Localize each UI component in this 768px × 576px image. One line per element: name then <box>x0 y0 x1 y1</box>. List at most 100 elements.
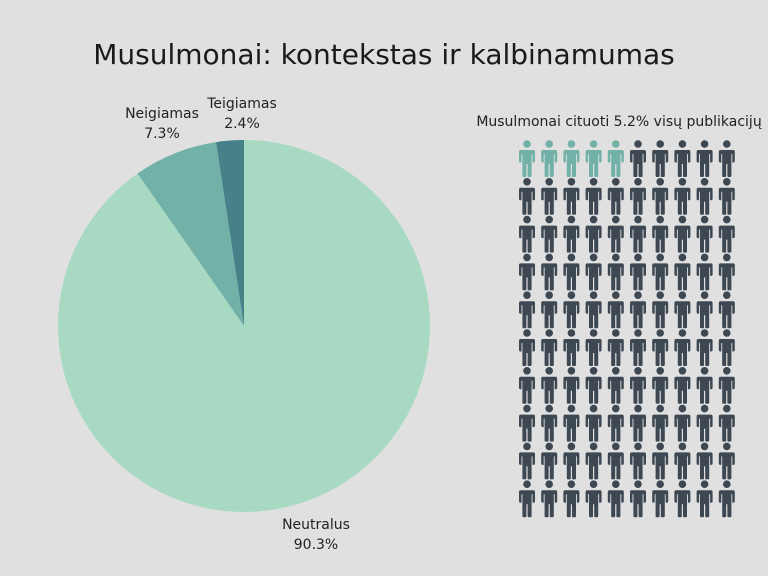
person-icon <box>696 404 713 442</box>
person-icon <box>652 329 669 366</box>
slice-name: Neigiamas <box>125 106 199 122</box>
person-icon <box>607 367 624 404</box>
person-icon <box>652 215 669 253</box>
person-icon <box>674 442 691 480</box>
person-icon <box>674 404 691 442</box>
person-icon <box>630 253 646 291</box>
slice-value: 7.3% <box>144 126 180 142</box>
person-icon <box>652 367 669 404</box>
person-icon <box>585 215 602 253</box>
person-icon <box>630 480 646 518</box>
person-icon <box>696 178 713 215</box>
pictogram-caption: Musulmonai cituoti 5.2% visų publikacijų <box>476 114 762 130</box>
person-icon <box>696 329 713 366</box>
person-icon <box>563 442 580 480</box>
person-icon <box>519 291 535 329</box>
person-icon <box>519 329 535 366</box>
person-icon <box>541 140 558 177</box>
person-icon <box>519 404 535 442</box>
person-icon <box>541 215 558 253</box>
person-icon <box>563 367 580 404</box>
person-icon <box>519 215 535 253</box>
person-icon <box>607 178 624 215</box>
person-icon <box>563 291 580 329</box>
person-icon <box>519 140 535 177</box>
person-icon <box>630 329 646 366</box>
person-icon <box>718 215 735 253</box>
pie-slice-neutralus <box>58 140 431 512</box>
person-icon <box>718 404 735 442</box>
slice-value: 2.4% <box>224 116 260 132</box>
person-icon <box>519 480 535 518</box>
person-icon <box>585 404 602 442</box>
person-icon <box>607 215 624 253</box>
person-icon <box>563 480 580 518</box>
person-icon <box>696 367 713 404</box>
person-icon <box>718 480 735 518</box>
person-icon <box>607 442 624 480</box>
slice-label-teigiamas: Teigiamas 2.4% <box>192 94 292 134</box>
person-icon <box>718 291 735 329</box>
slice-value: 90.3% <box>293 537 339 553</box>
person-icon <box>563 215 580 253</box>
person-icon <box>585 253 602 291</box>
person-icon <box>563 329 580 366</box>
slice-name: Neutralus <box>282 517 350 533</box>
person-icon <box>585 140 602 177</box>
person-icon <box>674 329 691 366</box>
person-icon <box>607 404 624 442</box>
person-icon <box>718 253 735 291</box>
person-icon <box>696 480 713 518</box>
person-icon <box>607 329 624 366</box>
person-icon <box>652 480 669 518</box>
pie-slice-teigiamas <box>216 140 244 326</box>
person-icon <box>585 178 602 215</box>
person-icon <box>585 329 602 366</box>
person-icon <box>630 178 646 215</box>
person-icon <box>674 291 691 329</box>
person-icon <box>652 442 669 480</box>
person-icon <box>652 178 669 215</box>
person-icon <box>563 404 580 442</box>
person-icon <box>541 291 558 329</box>
person-icon <box>541 442 558 480</box>
person-icon <box>563 140 580 177</box>
person-icon <box>585 442 602 480</box>
person-icon <box>652 253 669 291</box>
person-icon <box>674 253 691 291</box>
person-icon <box>674 367 691 404</box>
person-icon <box>541 253 558 291</box>
pie-slice-neigiamas <box>137 142 244 326</box>
person-icon <box>630 442 646 480</box>
person-icon <box>652 140 669 177</box>
person-icon <box>519 178 535 215</box>
person-icon <box>519 367 535 404</box>
person-icon <box>607 140 624 177</box>
person-icon <box>696 215 713 253</box>
person-icon <box>630 140 646 177</box>
person-icon <box>718 329 735 366</box>
person-icon <box>718 140 735 177</box>
person-icon <box>607 291 624 329</box>
person-icon <box>519 442 535 480</box>
person-icon <box>585 480 602 518</box>
person-icon <box>585 291 602 329</box>
person-icon <box>563 253 580 291</box>
slice-label-neutralus: Neutralus 90.3% <box>256 515 376 555</box>
person-icon <box>696 140 713 177</box>
person-icon <box>674 215 691 253</box>
person-icon <box>519 253 535 291</box>
person-icon <box>696 442 713 480</box>
person-icon <box>607 253 624 291</box>
person-icon <box>541 480 558 518</box>
person-icon <box>563 178 580 215</box>
slice-label-neigiamas: Neigiamas 7.3% <box>112 104 212 144</box>
person-icon <box>541 367 558 404</box>
person-icon <box>652 404 669 442</box>
person-icon <box>630 404 646 442</box>
person-icon <box>541 178 558 215</box>
person-icon <box>585 367 602 404</box>
